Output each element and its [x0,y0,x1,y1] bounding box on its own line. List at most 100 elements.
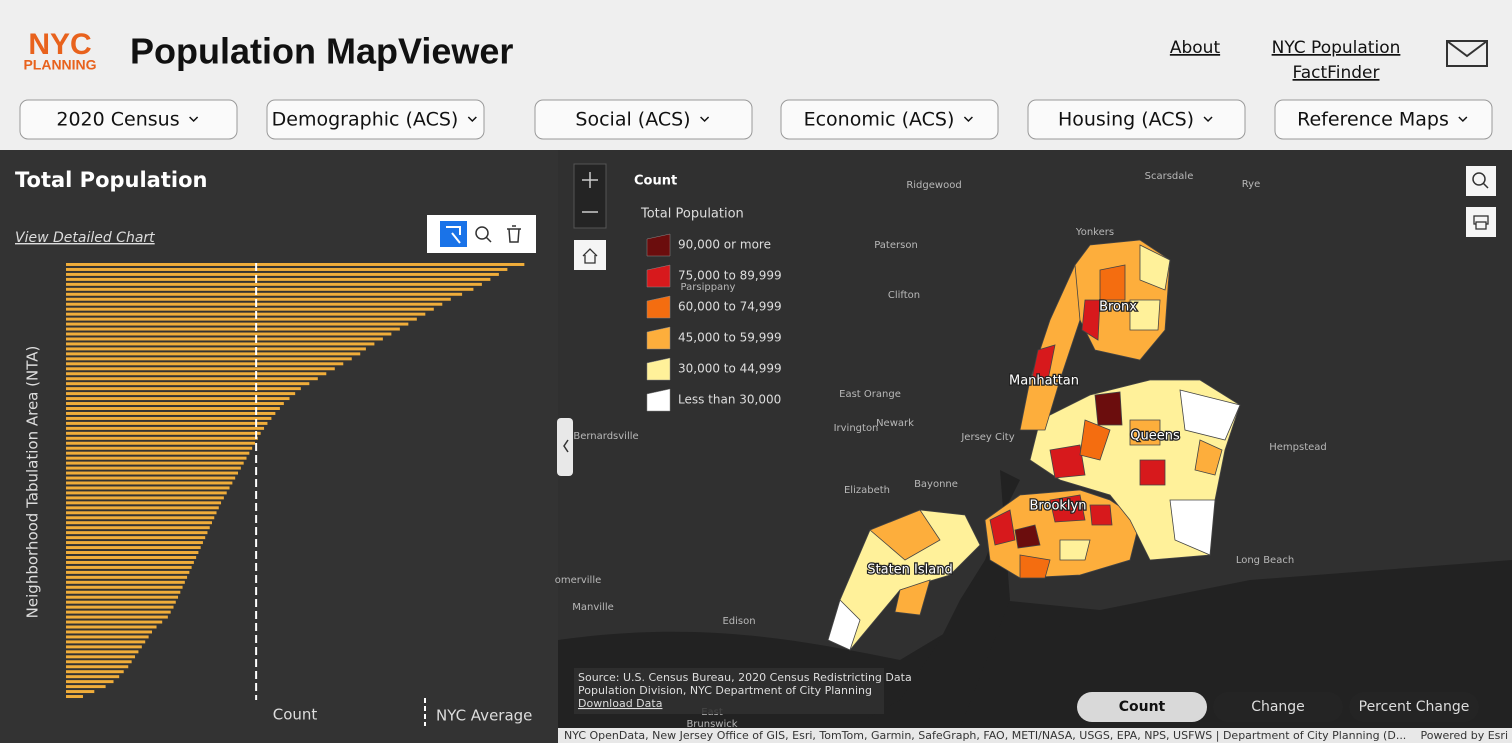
bar [66,317,417,321]
panel-title: Total Population [15,168,207,192]
bar [66,680,114,684]
legend-label: Less than 30,000 [678,393,781,407]
download-link[interactable]: Download Data [578,697,662,710]
bar [66,426,265,430]
bar [66,496,224,500]
bar [66,327,400,331]
bar [66,695,83,699]
bar [66,531,208,535]
bar [66,551,199,555]
mode-button-label: Percent Change [1359,699,1470,715]
bar [66,397,290,401]
borough-label: Manhattan [1009,374,1079,389]
bar [66,402,284,406]
bar [66,441,255,445]
place-label: Long Beach [1236,555,1294,566]
legend-swatch [646,295,671,319]
legend-swatch [646,326,671,350]
place-label: Ridgewood [906,180,961,191]
place-label: Irvington [834,423,879,434]
bar [66,655,136,659]
bar [66,585,183,589]
bar [66,392,296,396]
nav-button[interactable]: Social (ACS) [534,99,753,140]
bar [66,436,258,440]
detail-link[interactable]: View Detailed Chart [15,230,155,246]
place-label: Clifton [888,290,920,301]
bar [66,511,217,515]
mode-button-bg [1213,692,1343,722]
home-button[interactable] [574,240,606,270]
zoom-control[interactable] [573,163,607,229]
search-button[interactable] [1466,166,1496,196]
nav-button-label: 2020 Census [56,109,179,131]
chevron [1203,116,1213,123]
bar [66,690,95,694]
bar [66,580,185,584]
bar [66,377,318,381]
bar [66,456,247,460]
clear-tool[interactable] [507,225,521,243]
legend-subtitle: Total Population [640,207,744,222]
bar [66,282,482,286]
chevron [189,116,199,123]
bar [66,362,344,366]
place-label: Yonkers [1075,227,1114,238]
bar [66,431,261,435]
about-link[interactable]: About [1170,38,1221,58]
mode-button[interactable]: Change [1213,692,1343,722]
place-label: Manville [572,602,614,613]
print-button[interactable] [1466,207,1496,237]
nav-button[interactable]: Housing (ACS) [1027,99,1246,140]
bar [66,267,508,271]
bar [66,541,203,545]
bar [66,312,426,316]
mail-icon[interactable] [1446,40,1488,67]
mode-button-label: Change [1251,699,1305,715]
bar [66,451,250,455]
bar [66,461,244,465]
x-axis-label: Count [273,706,318,724]
nav-button-label: Economic (ACS) [804,109,955,131]
nav-button[interactable]: Economic (ACS) [780,99,999,140]
bar [66,645,142,649]
nav-button-bg [534,99,753,140]
bar [66,501,222,505]
mode-button[interactable]: Count [1077,692,1207,722]
bar [66,605,174,609]
factfinder-link[interactable]: NYC Population [1272,38,1401,58]
nav-button-bg [19,99,238,140]
bar [66,407,280,410]
legend-label: 60,000 to 74,999 [678,300,782,314]
bar [66,337,383,341]
nav-button-label: Social (ACS) [575,109,690,131]
average-legend: NYC Average [436,707,532,725]
borough-label: Queens [1130,429,1180,444]
collapse-handle[interactable] [557,418,573,476]
factfinder-link[interactable]: FactFinder [1293,63,1380,83]
chevron [700,116,710,123]
nav-button-label: Housing (ACS) [1058,109,1194,131]
nav-button[interactable]: Demographic (ACS) [266,99,485,140]
bar [66,630,153,634]
bar [66,421,268,425]
bar [66,575,188,579]
nav-button-bg [266,99,485,140]
bar [66,640,146,644]
mode-button[interactable]: Percent Change [1349,692,1479,722]
bar [66,263,525,266]
nav-button-label: Reference Maps [1297,109,1449,131]
chart-tools [427,215,536,253]
chevron [1458,116,1468,123]
bar [66,620,163,624]
bar [66,590,181,594]
nav-button[interactable]: 2020 Census [19,99,238,140]
place-label: Brunswick [686,719,737,730]
legend-title: Count [634,174,677,189]
borough-label: Staten Island [867,563,952,578]
zoom-tool[interactable] [475,226,489,240]
place-label: omerville [555,575,602,586]
legend-label: 90,000 or more [678,238,771,252]
nav-button[interactable]: Reference Maps [1274,99,1493,140]
